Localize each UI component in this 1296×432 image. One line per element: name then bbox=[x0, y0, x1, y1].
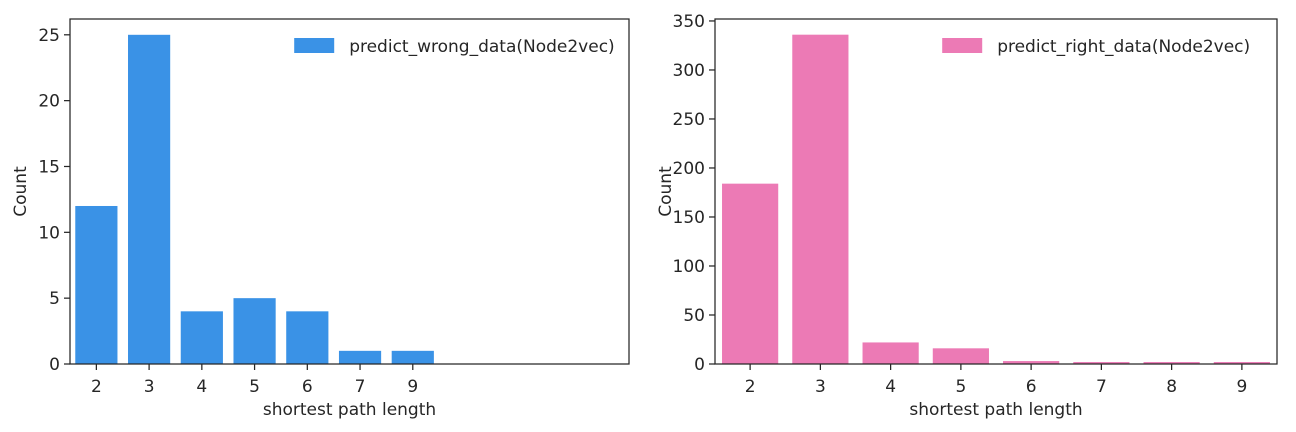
x-tick-label: 2 bbox=[91, 377, 102, 397]
legend-swatch bbox=[942, 38, 983, 53]
y-tick-label: 0 bbox=[694, 355, 705, 375]
bar-3 bbox=[792, 34, 849, 364]
x-tick-label: 8 bbox=[1166, 377, 1177, 397]
plot-frame bbox=[714, 18, 1278, 365]
bar-4 bbox=[180, 311, 223, 364]
y-tick-label: 15 bbox=[38, 157, 60, 177]
y-axis-title: Count bbox=[11, 166, 31, 217]
legend: predict_wrong_data(Node2vec) bbox=[294, 37, 615, 57]
bar-6 bbox=[1003, 361, 1060, 364]
x-tick-label: 2 bbox=[745, 377, 756, 397]
y-tick-label: 100 bbox=[673, 257, 705, 277]
plot-frame bbox=[69, 18, 630, 365]
x-tick-label: 7 bbox=[355, 377, 366, 397]
y-tick-label: 200 bbox=[673, 159, 705, 179]
chart-right-predictions: 0 50 100 150 200 250 300 350 2 3 4 5 6 7 8 9 shortest pa… bbox=[656, 12, 1278, 420]
y-axis: 0 5 10 15 20 25 bbox=[38, 26, 70, 375]
bar-3 bbox=[128, 34, 171, 365]
x-tick-label: 4 bbox=[885, 377, 896, 397]
legend-label: predict_right_data(Node2vec) bbox=[997, 37, 1250, 57]
x-tick-label: 9 bbox=[1236, 377, 1247, 397]
x-tick-label: 6 bbox=[1026, 377, 1037, 397]
x-axis: 2 3 4 5 6 7 9 bbox=[91, 364, 418, 397]
x-tick-label: 3 bbox=[144, 377, 155, 397]
x-tick-label: 5 bbox=[249, 377, 260, 397]
bar-2 bbox=[722, 183, 779, 364]
x-axis-title: shortest path length bbox=[263, 400, 436, 420]
x-tick-label: 6 bbox=[302, 377, 313, 397]
bar-2 bbox=[75, 205, 118, 364]
legend: predict_right_data(Node2vec) bbox=[942, 37, 1250, 57]
x-tick-label: 4 bbox=[196, 377, 207, 397]
bar-7 bbox=[338, 350, 382, 364]
y-tick-label: 350 bbox=[673, 12, 705, 32]
y-tick-label: 5 bbox=[49, 289, 60, 309]
x-tick-label: 5 bbox=[955, 377, 966, 397]
legend-swatch bbox=[294, 38, 335, 53]
bars bbox=[75, 34, 434, 365]
bar-6 bbox=[286, 311, 329, 364]
x-tick-label: 3 bbox=[815, 377, 826, 397]
bar-8 bbox=[1143, 362, 1200, 364]
bar-5 bbox=[233, 298, 276, 364]
bars bbox=[722, 34, 1270, 364]
y-tick-label: 10 bbox=[38, 223, 60, 243]
y-axis-title: Count bbox=[656, 166, 676, 217]
y-tick-label: 0 bbox=[49, 355, 60, 375]
y-tick-label: 150 bbox=[673, 208, 705, 228]
bar-4 bbox=[862, 342, 919, 364]
y-axis: 0 50 100 150 200 250 300 350 bbox=[673, 12, 715, 375]
x-tick-label: 9 bbox=[407, 377, 418, 397]
bar-7 bbox=[1073, 362, 1130, 364]
x-tick-label: 7 bbox=[1096, 377, 1107, 397]
bar-9 bbox=[1213, 362, 1270, 364]
bar-5 bbox=[932, 348, 989, 364]
x-axis: 2 3 4 5 6 7 8 9 bbox=[745, 364, 1247, 397]
bar-9 bbox=[391, 350, 434, 364]
y-tick-label: 20 bbox=[38, 92, 60, 112]
y-tick-label: 25 bbox=[38, 26, 60, 46]
x-axis-title: shortest path length bbox=[909, 400, 1082, 420]
chart-wrong-predictions: 0 5 10 15 20 25 2 3 4 5 6 7 9 shortest path length Cou… bbox=[11, 18, 630, 420]
y-tick-label: 300 bbox=[673, 61, 705, 81]
y-tick-label: 250 bbox=[673, 110, 705, 130]
y-tick-label: 50 bbox=[683, 306, 705, 326]
legend-label: predict_wrong_data(Node2vec) bbox=[349, 37, 614, 57]
